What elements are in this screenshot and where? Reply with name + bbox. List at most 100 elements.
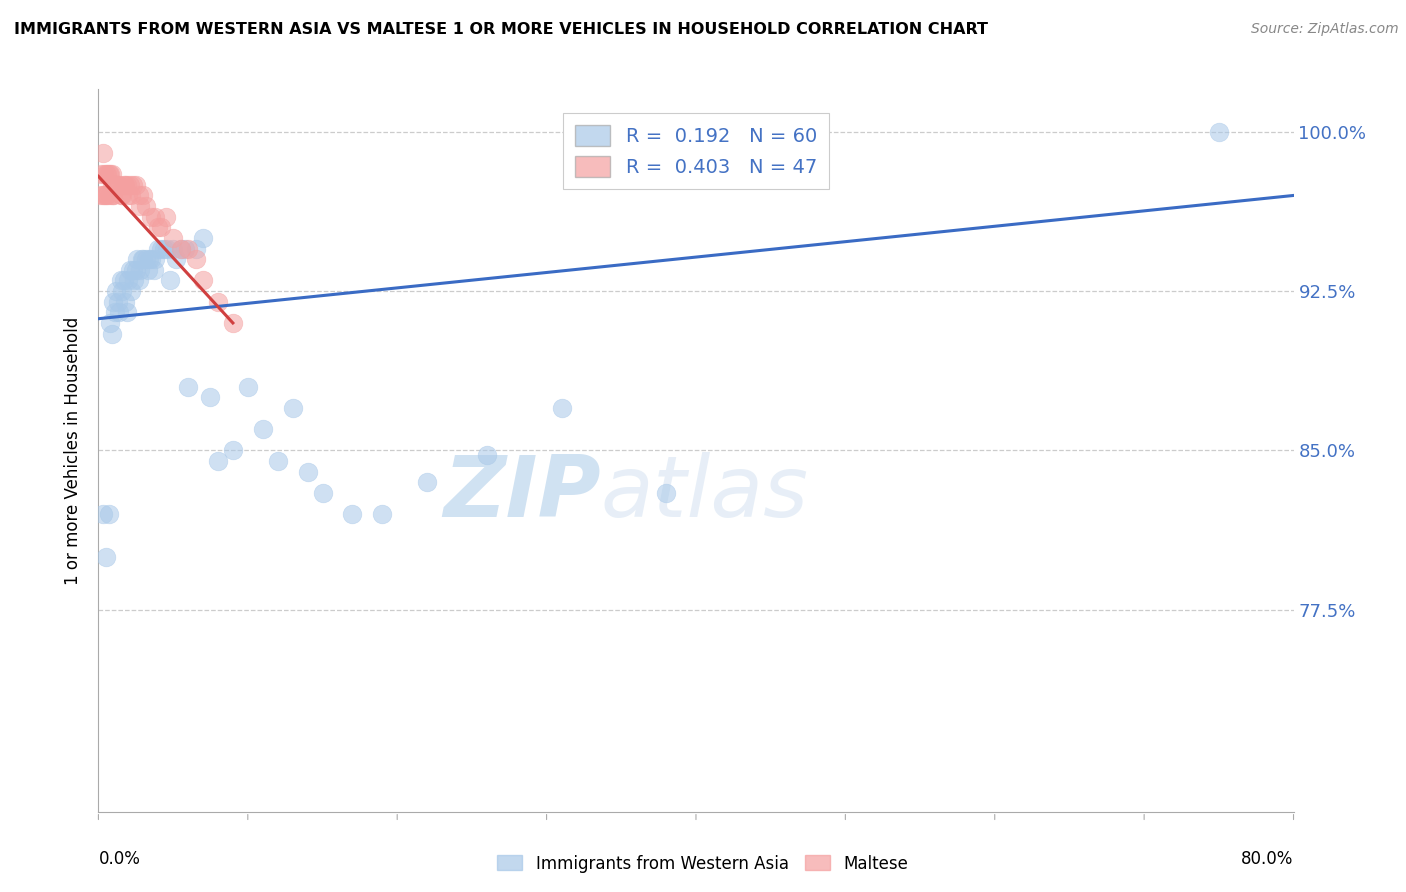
Point [104,305,127,319]
Point [103,294,125,309]
Point [127,252,149,267]
Point [105,178,128,192]
Point [200,390,222,404]
Point [222,316,245,330]
Point [135,199,157,213]
Point [184,252,207,267]
Text: 0.0%: 0.0% [98,850,141,868]
Point [108,178,131,192]
Point [114,178,136,192]
Point [117,188,139,202]
Point [115,305,138,319]
Point [103,188,125,202]
Text: IMMIGRANTS FROM WESTERN ASIA VS MALTESE 1 OR MORE VEHICLES IN HOUSEHOLD CORRELAT: IMMIGRANTS FROM WESTERN ASIA VS MALTESE … [14,22,988,37]
Point [162,231,184,245]
Point [136,262,159,277]
Point [297,465,319,479]
Point [1208,125,1230,139]
Point [281,401,304,415]
Point [142,262,165,277]
Point [184,242,207,256]
Point [111,284,134,298]
Point [132,188,155,202]
Point [89,188,111,202]
Point [121,178,143,192]
Point [156,242,179,256]
Point [128,188,150,202]
Point [148,220,170,235]
Point [112,273,135,287]
Point [139,252,162,267]
Point [150,242,173,256]
Point [101,167,124,181]
Point [222,443,245,458]
Point [98,188,122,202]
Point [128,273,150,287]
Point [118,178,141,192]
Point [103,188,125,202]
Point [135,252,157,267]
Point [143,210,166,224]
Point [371,507,394,521]
Point [104,178,127,192]
Point [150,220,173,235]
Y-axis label: 1 or more Vehicles in Household: 1 or more Vehicles in Household [65,317,83,584]
Point [177,242,200,256]
Point [124,273,146,287]
Point [267,454,290,468]
Point [129,199,152,213]
Text: ZIP: ZIP [443,452,600,535]
Point [416,475,439,490]
Point [110,273,132,287]
Point [91,188,114,202]
Point [159,273,181,287]
Text: 80.0%: 80.0% [1241,850,1294,868]
Point [115,178,138,192]
Point [311,486,333,500]
Point [191,231,214,245]
Point [252,422,274,436]
Point [155,210,177,224]
Point [169,242,191,256]
Point [236,380,259,394]
Point [207,454,229,468]
Point [177,380,200,394]
Point [107,178,129,192]
Legend: Immigrants from Western Asia, Maltese: Immigrants from Western Asia, Maltese [491,848,915,880]
Legend: R =  0.192   N = 60, R =  0.403   N = 47: R = 0.192 N = 60, R = 0.403 N = 47 [564,113,828,189]
Point [169,242,191,256]
Point [342,507,364,521]
Point [125,262,148,277]
Point [129,262,152,277]
Point [121,262,143,277]
Point [120,284,142,298]
Point [94,188,117,202]
Text: Source: ZipAtlas.com: Source: ZipAtlas.com [1251,22,1399,37]
Point [91,507,114,521]
Text: atlas: atlas [600,452,808,535]
Point [91,145,114,160]
Point [94,167,117,181]
Point [93,167,115,181]
Point [191,273,214,287]
Point [153,242,176,256]
Point [550,401,572,415]
Point [114,294,136,309]
Point [165,252,187,267]
Point [96,167,118,181]
Point [207,294,229,309]
Point [94,549,117,564]
Point [111,188,134,202]
Point [97,507,120,521]
Point [90,167,112,181]
Point [148,242,170,256]
Point [93,188,115,202]
Point [110,188,132,202]
Point [120,188,142,202]
Point [105,284,128,298]
Point [475,448,498,462]
Point [98,167,122,181]
Point [139,210,162,224]
Point [125,178,148,192]
Point [118,262,141,277]
